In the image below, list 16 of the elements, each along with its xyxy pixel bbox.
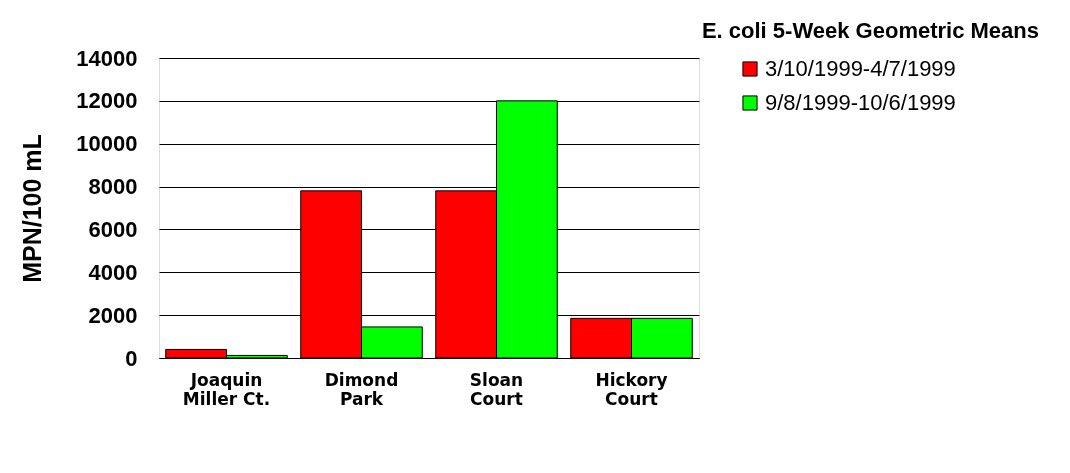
y-tick-label: 4000 — [88, 259, 138, 285]
y-tick-label: 10000 — [76, 131, 138, 157]
y-axis-title: MPN/100 mL — [18, 134, 47, 283]
y-tick-label: 0 — [125, 345, 138, 371]
text: E. coli 5-Week Geometric Means — [701, 18, 1039, 43]
y-tick-label: 12000 — [76, 88, 138, 114]
legend-label: 9/8/1999-10/6/1999 — [765, 90, 956, 115]
x-tick-label: Dimond Park — [324, 369, 399, 409]
legend-label: 3/10/1999-4/7/1999 — [765, 56, 956, 81]
y-tick-label: 2000 — [88, 302, 138, 328]
x-tick-label: Hickory Court — [595, 369, 668, 409]
y-tick-label: 14000 — [76, 45, 138, 71]
x-tick-label: Joaquin Miller Ct. — [182, 369, 271, 409]
y-tick-label: 6000 — [88, 216, 138, 242]
x-tick-label: Sloan Court — [469, 369, 524, 409]
y-tick-label: 8000 — [88, 174, 138, 200]
